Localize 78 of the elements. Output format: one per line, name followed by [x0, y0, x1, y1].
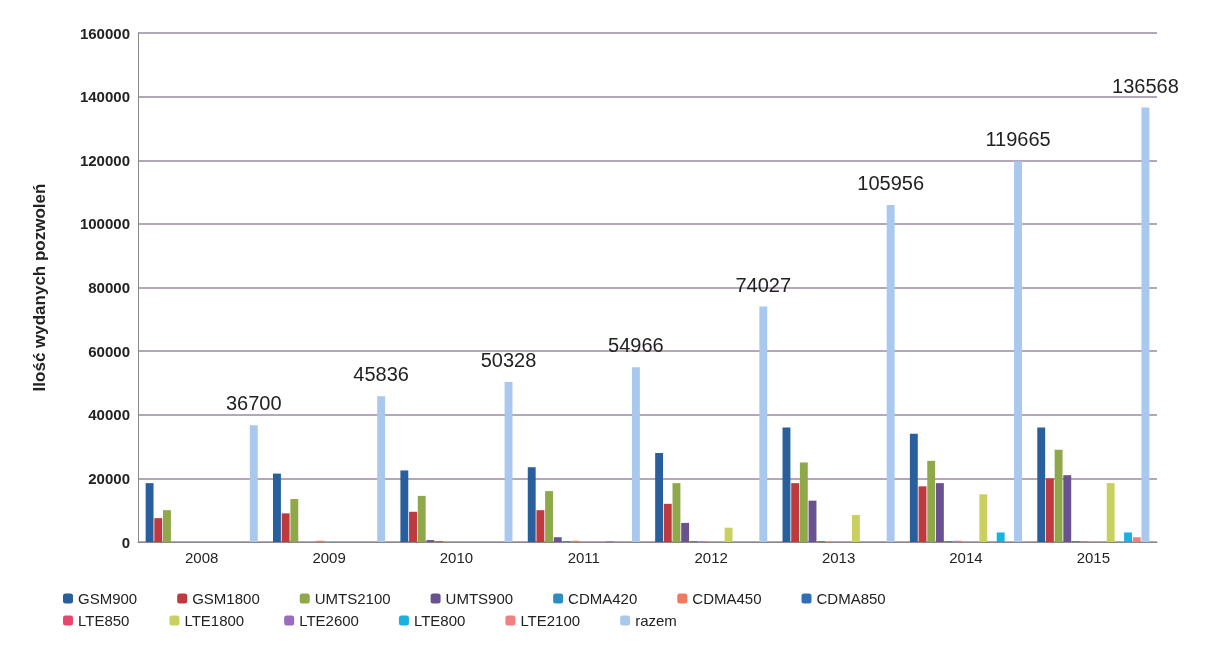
legend-label: UMTS2100 — [314, 590, 391, 607]
bar — [1124, 532, 1132, 542]
data-label: 54966 — [608, 334, 664, 357]
bar — [145, 483, 154, 542]
data-label: 136568 — [1112, 74, 1179, 97]
legend-label: LTE2100 — [520, 612, 581, 629]
bar — [655, 452, 664, 542]
legend-label: UMTS900 — [445, 590, 514, 607]
legend-label: CDMA450 — [692, 590, 762, 607]
bar — [553, 537, 562, 542]
bar — [909, 433, 918, 542]
bar — [996, 532, 1005, 542]
bar — [409, 511, 417, 542]
y-tick-label: 160000 — [79, 24, 130, 42]
bar — [377, 396, 386, 542]
legend-label: razem — [635, 612, 677, 629]
x-tick-label: 2012 — [694, 549, 728, 566]
bar — [545, 491, 554, 542]
bar — [663, 503, 672, 542]
data-label: 36700 — [225, 392, 282, 415]
legend-label: GSM1800 — [192, 590, 260, 607]
y-tick-label: 140000 — [79, 88, 130, 106]
y-tick-label: 0 — [121, 533, 130, 551]
data-label: 50328 — [480, 348, 537, 371]
y-tick-label: 40000 — [88, 406, 130, 424]
bar — [851, 514, 860, 542]
bar — [1063, 475, 1072, 542]
bar — [273, 473, 281, 542]
legend-label: GSM900 — [78, 590, 138, 607]
bar — [979, 494, 988, 542]
bar — [1014, 161, 1022, 542]
bar — [527, 467, 536, 542]
bar — [799, 462, 808, 542]
y-tick-label: 20000 — [88, 469, 130, 487]
data-label: 105956 — [857, 171, 925, 194]
x-tick-label: 2010 — [439, 549, 474, 566]
x-tick-label: 2015 — [1076, 549, 1110, 566]
bar — [791, 483, 800, 542]
bar — [1132, 537, 1141, 542]
bar — [249, 425, 258, 542]
x-tick-label: 2008 — [185, 549, 219, 566]
legend-label: CDMA420 — [568, 590, 638, 607]
x-tick-label: 2011 — [567, 549, 600, 566]
y-tick-label: 100000 — [79, 215, 130, 233]
bar — [1045, 478, 1054, 542]
bar — [724, 527, 733, 542]
data-label: 119665 — [985, 128, 1051, 151]
y-tick-label: 80000 — [88, 279, 130, 296]
bar — [935, 483, 944, 542]
bar — [290, 499, 299, 542]
bar — [400, 470, 409, 542]
bar — [154, 518, 163, 542]
bar — [631, 367, 640, 542]
bar — [1037, 427, 1046, 542]
data-label: 74027 — [735, 273, 792, 296]
legend-label: LTE800 — [413, 612, 466, 629]
bar — [1054, 449, 1063, 542]
data-label: 45836 — [353, 363, 409, 386]
x-tick-label: 2014 — [949, 549, 983, 566]
legend-label: CDMA850 — [816, 590, 886, 607]
bar — [681, 522, 690, 542]
y-tick-label: 60000 — [88, 342, 130, 360]
bar — [281, 513, 290, 542]
bar — [163, 510, 171, 542]
bar — [536, 510, 545, 542]
bar — [759, 306, 768, 542]
legend-label: LTE850 — [78, 612, 130, 629]
bar — [1106, 483, 1115, 542]
bar — [886, 204, 895, 542]
y-tick-label: 120000 — [79, 151, 130, 169]
bar — [1141, 107, 1150, 542]
bar — [927, 460, 936, 542]
bar — [417, 495, 426, 542]
x-tick-label: 2013 — [821, 549, 856, 566]
legend-label: LTE2600 — [299, 612, 359, 629]
legend-label: LTE1800 — [184, 612, 245, 629]
x-tick-label: 2009 — [312, 549, 346, 566]
y-axis-title: Ilość wydanych pozwoleń — [30, 183, 49, 392]
